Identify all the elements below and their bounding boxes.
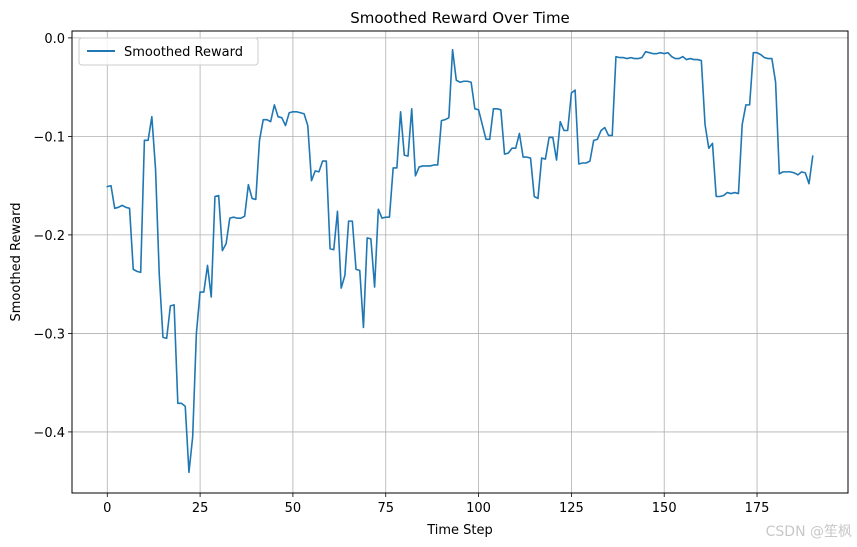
chart-title: Smoothed Reward Over Time — [350, 9, 570, 27]
x-tick-label: 100 — [466, 501, 491, 516]
watermark: CSDN @笙枫 — [766, 524, 852, 540]
x-tick-label: 25 — [192, 501, 209, 516]
x-tick-label: 125 — [559, 501, 584, 516]
tick-layer: 0 25 50 75 100 125 150 175 0.0 −0.1 −0.2 −0.3 −0.4 — [33, 32, 769, 516]
x-tick-label: 150 — [652, 501, 677, 516]
x-tick-label: 175 — [745, 501, 770, 516]
legend-label: Smoothed Reward — [124, 45, 243, 60]
plot-frame — [71, 30, 849, 494]
y-tick-label: −0.1 — [33, 130, 65, 145]
y-tick-label: 0.0 — [44, 32, 65, 47]
grid-layer — [72, 31, 848, 493]
x-tick-label: 0 — [103, 501, 111, 516]
y-tick-label: −0.4 — [33, 426, 65, 441]
x-tick-label: 75 — [377, 501, 394, 516]
legend: Smoothed Reward — [78, 37, 259, 66]
x-axis-label: Time Step — [426, 523, 493, 538]
data-layer — [106, 48, 814, 474]
y-tick-label: −0.2 — [33, 229, 65, 244]
legend-box — [78, 37, 259, 66]
x-tick-label: 50 — [285, 501, 302, 516]
y-tick-label: −0.3 — [33, 327, 65, 342]
series-line-0 — [106, 48, 814, 474]
y-axis-label: Smoothed Reward — [9, 203, 24, 322]
